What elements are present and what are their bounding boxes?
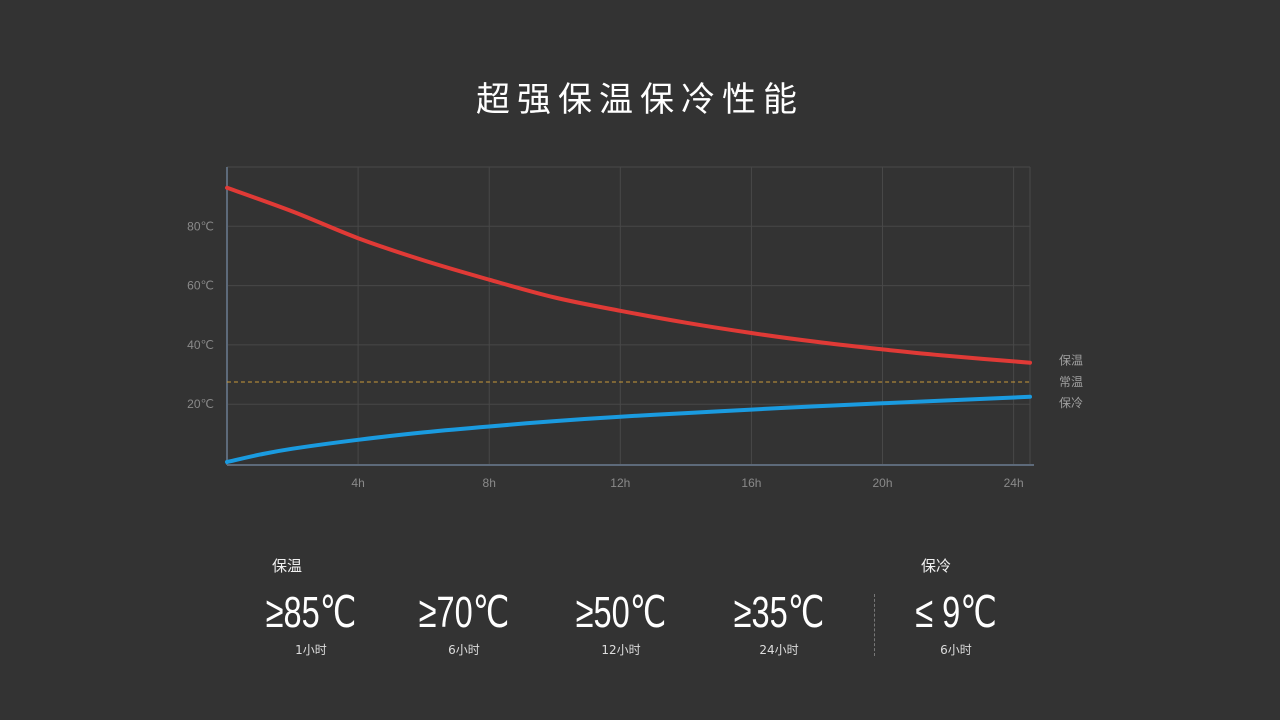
stat-note: 6小时: [940, 643, 972, 657]
y-tick-label: 80℃: [187, 219, 214, 233]
stats-warm-label: 保温: [272, 557, 303, 575]
temperature-chart: 4h 8h 12h 16h 20h 24h 20℃ 40℃ 60℃ 80℃ 保温保冷 常温: [187, 166, 1083, 490]
stat-warm-6h: ≥70℃ 6小时: [399, 589, 529, 658]
stat-warm-1h: ≥85℃ 1小时: [246, 589, 376, 658]
stat-note: 12小时: [601, 643, 641, 657]
x-tick-label: 20h: [872, 476, 892, 490]
series-line-cold: [225, 394, 1032, 464]
stat-value: ≤ 9℃: [915, 588, 997, 637]
legend-label: 保温: [1059, 354, 1083, 368]
stat-note: 1小时: [295, 643, 327, 657]
x-tick-label: 4h: [351, 476, 364, 490]
stat-warm-24h: ≥35℃ 24小时: [714, 589, 844, 658]
x-tick-label: 12h: [610, 476, 630, 490]
y-tick-label: 60℃: [187, 279, 214, 293]
series-line-warm: [225, 185, 1032, 365]
chart-grid: [226, 166, 1034, 466]
x-tick-label: 8h: [483, 476, 496, 490]
chart-tick-labels: 4h 8h 12h 16h 20h 24h 20℃ 40℃ 60℃ 80℃: [187, 219, 1023, 490]
chart-series: [225, 185, 1032, 464]
stat-warm-12h: ≥50℃ 12小时: [556, 589, 686, 658]
y-tick-label: 40℃: [187, 338, 214, 352]
x-tick-label: 16h: [741, 476, 761, 490]
stat-value: ≥35℃: [733, 588, 825, 637]
stats-divider: [874, 594, 875, 656]
y-tick-label: 20℃: [187, 397, 214, 411]
x-tick-label: 24h: [1004, 476, 1024, 490]
legend-label: 常温: [1059, 375, 1083, 389]
stat-value: ≥70℃: [418, 588, 510, 637]
stats-cold-label: 保冷: [921, 557, 952, 575]
legend-label: 保冷: [1059, 396, 1083, 410]
stat-note: 24小时: [759, 643, 799, 657]
stat-note: 6小时: [448, 643, 480, 657]
stat-value: ≥50℃: [575, 588, 667, 637]
page-title: 超强保温保冷性能: [476, 80, 804, 120]
stat-cold-6h: ≤ 9℃ 6小时: [891, 589, 1021, 658]
stat-value: ≥85℃: [265, 588, 357, 637]
